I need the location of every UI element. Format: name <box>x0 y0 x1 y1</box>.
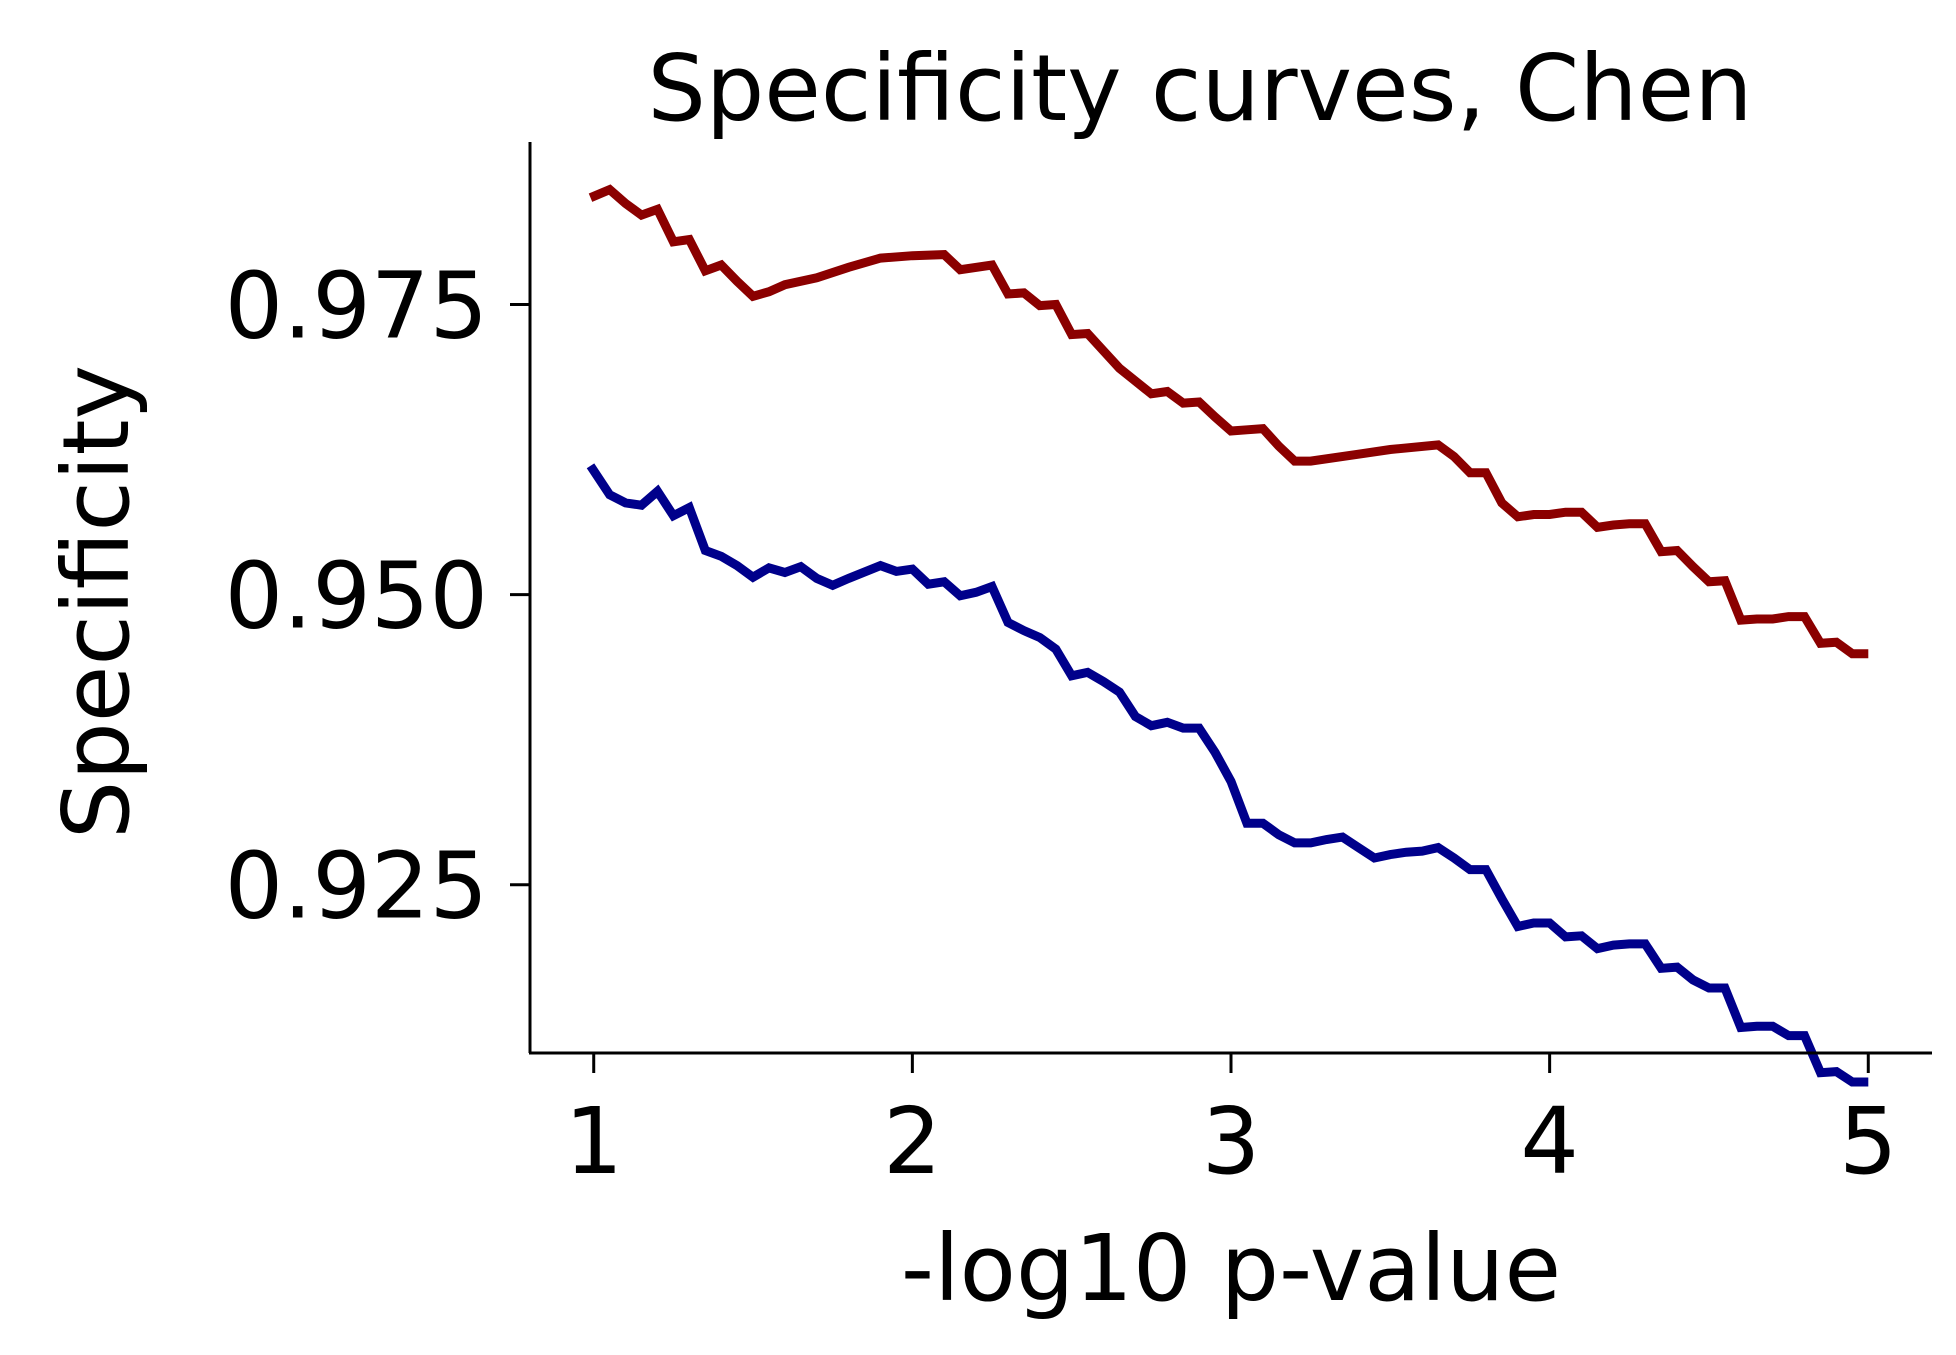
chart-title: Specificity curves, Chen <box>647 35 1752 142</box>
x-axis-label: -log10 p-value <box>901 1215 1561 1322</box>
series-layer <box>586 184 1869 1087</box>
y-axis-ticks: 0.925 0.950 0.975 <box>225 252 530 940</box>
x-tick-label: 5 <box>1839 1088 1898 1195</box>
x-axis-ticks: 1 2 3 4 5 <box>564 1053 1898 1195</box>
x-tick-label: 2 <box>883 1088 942 1195</box>
x-tick-label: 3 <box>1202 1088 1261 1195</box>
series-line-2 <box>586 463 1869 1087</box>
x-tick-label: 4 <box>1520 1088 1579 1195</box>
y-tick-label: 0.925 <box>225 833 488 940</box>
y-axis-label: Specificity <box>43 365 150 839</box>
x-tick-label: 1 <box>564 1088 623 1195</box>
y-tick-label: 0.950 <box>225 543 488 650</box>
series-line-1 <box>588 184 1869 659</box>
y-tick-label: 0.975 <box>225 252 488 359</box>
